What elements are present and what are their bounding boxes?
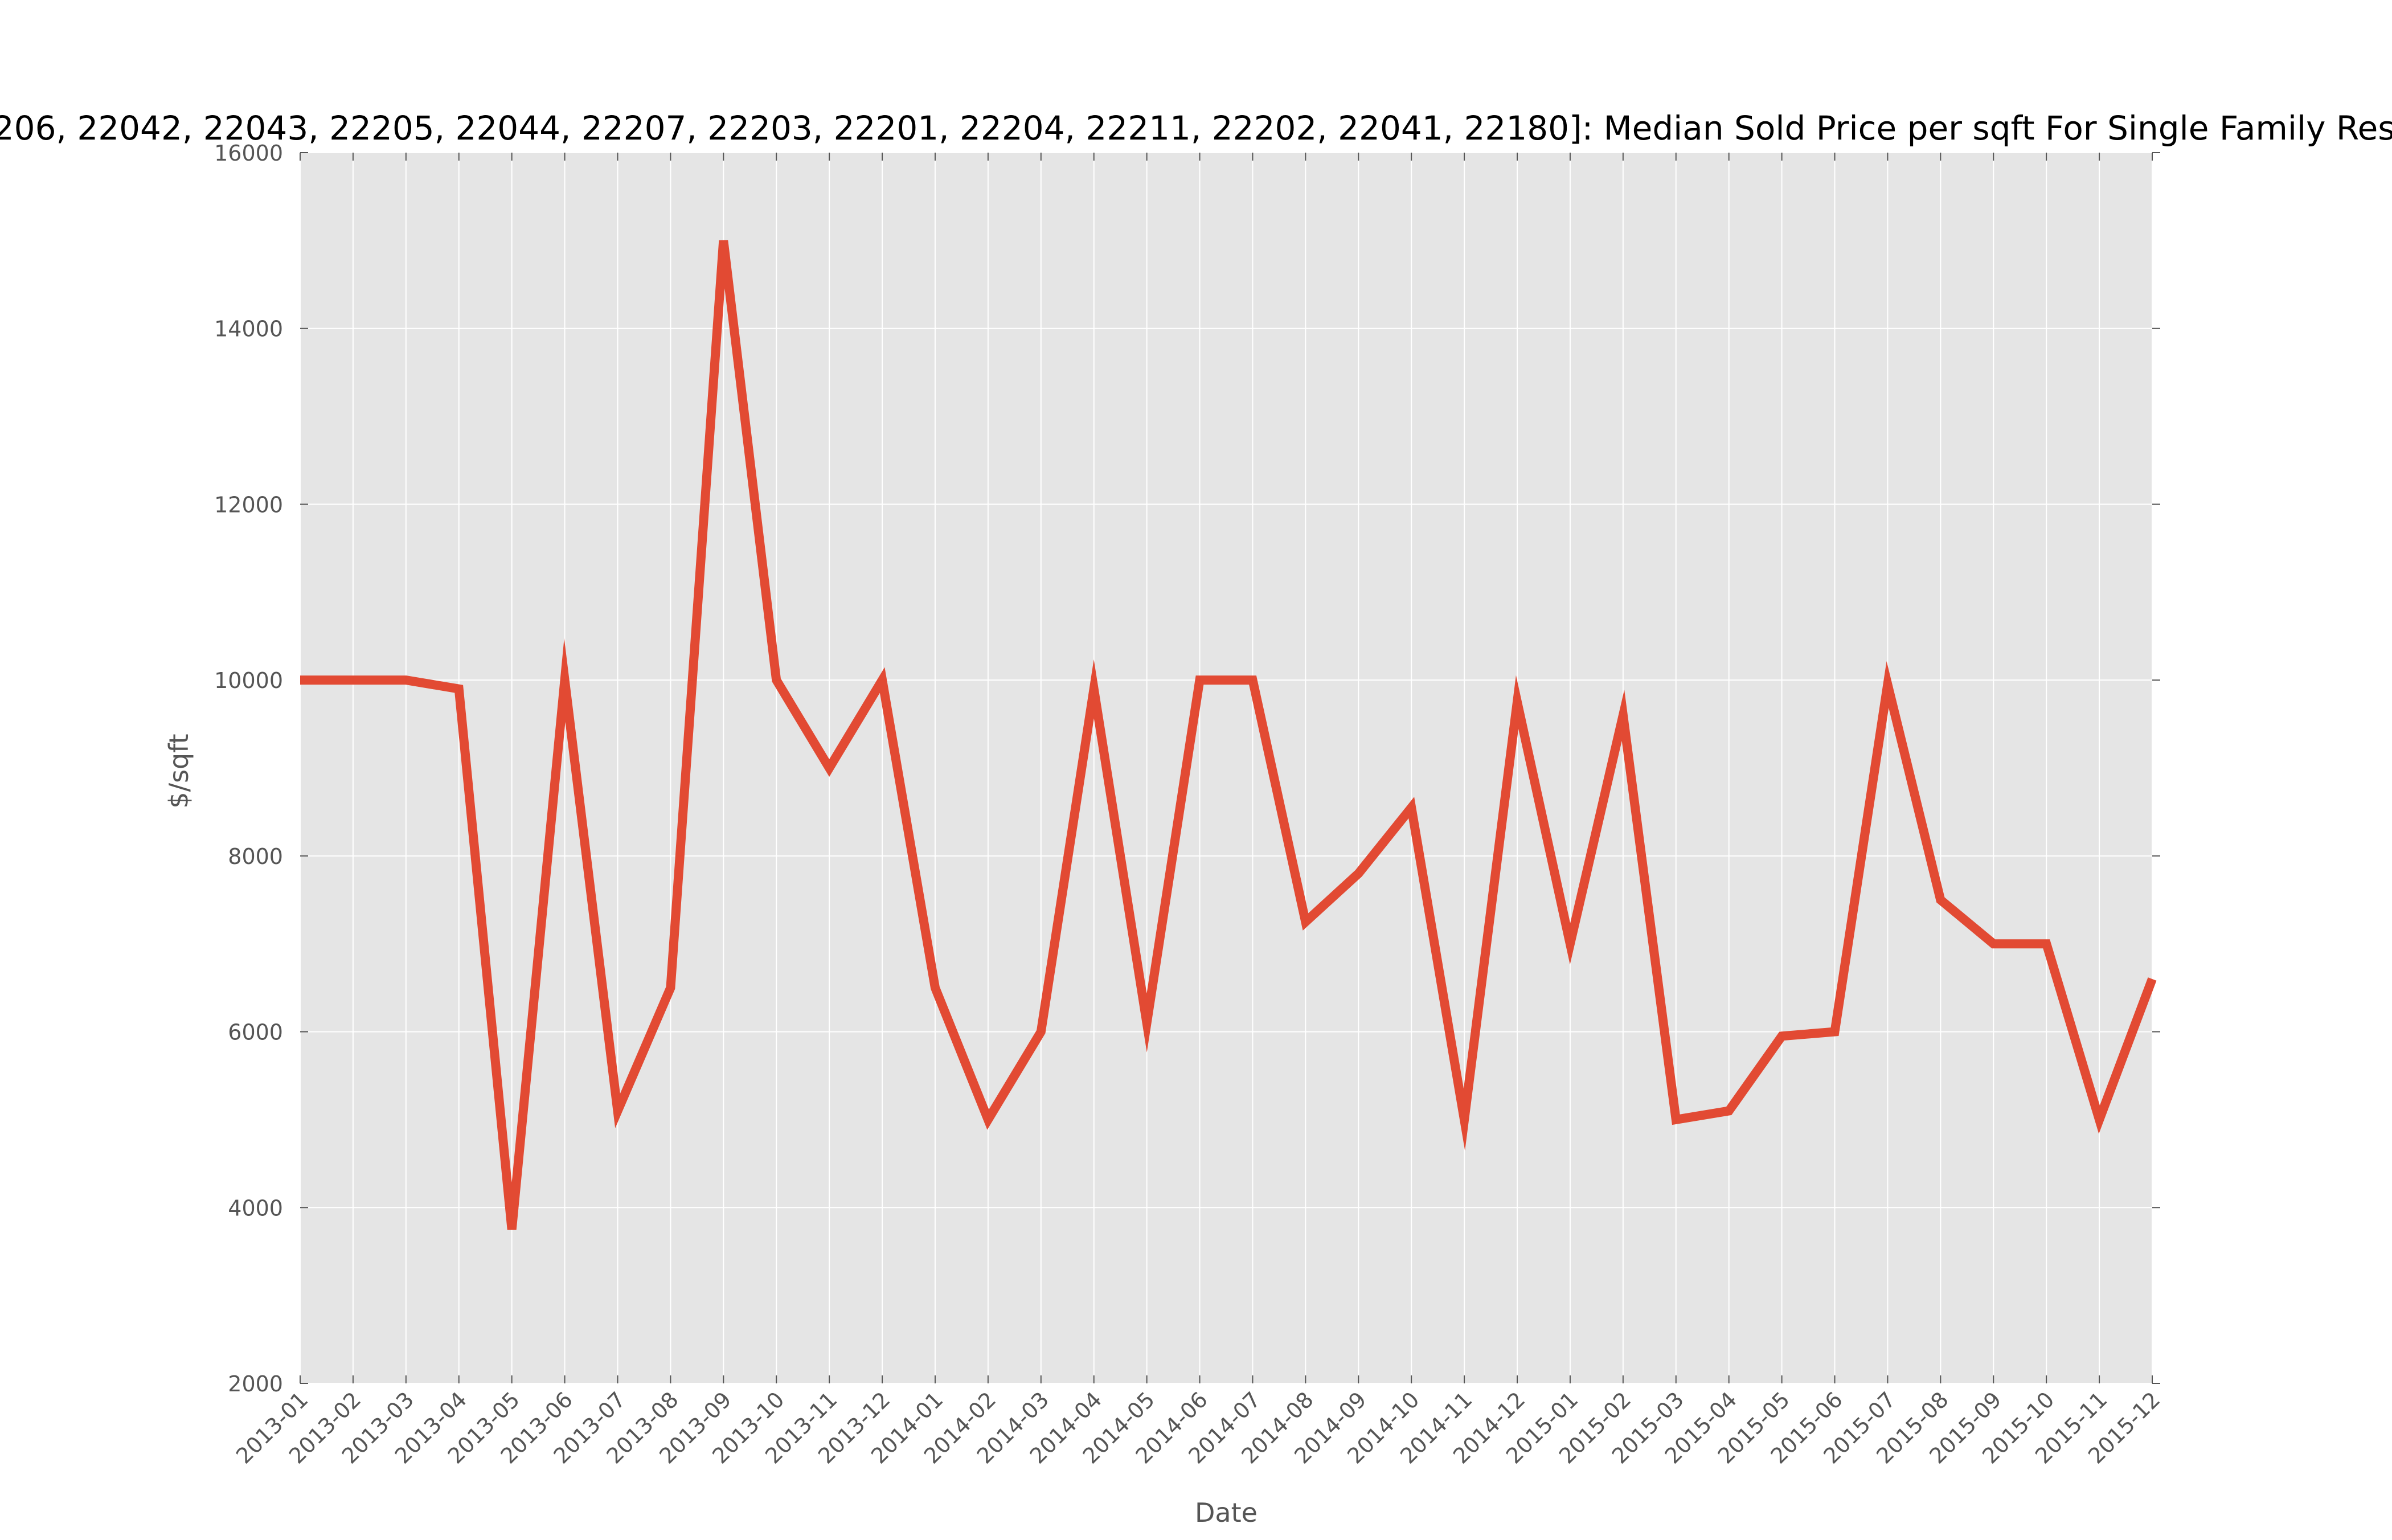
y-tick-label: 16000 — [214, 141, 283, 166]
y-tick-label: 10000 — [214, 668, 283, 693]
axis-ticks — [300, 152, 2160, 1384]
x-axis-label: Date — [1195, 1497, 1258, 1528]
y-tick-label: 2000 — [228, 1371, 283, 1396]
y-tick-label: 6000 — [228, 1020, 283, 1045]
y-tick-label: 4000 — [228, 1195, 283, 1220]
grid-lines — [300, 152, 2153, 1384]
y-tick-label: 8000 — [228, 844, 283, 869]
plot-background — [300, 153, 2152, 1383]
data-series — [300, 240, 2157, 1230]
chart-title: [22206, 22042, 22043, 22205, 22044, 2220… — [0, 109, 2392, 148]
y-tick-label: 14000 — [214, 317, 283, 342]
series-line — [300, 240, 2157, 1230]
y-tick-label: 12000 — [214, 492, 283, 517]
y-axis-label: $/sqft — [163, 734, 194, 808]
